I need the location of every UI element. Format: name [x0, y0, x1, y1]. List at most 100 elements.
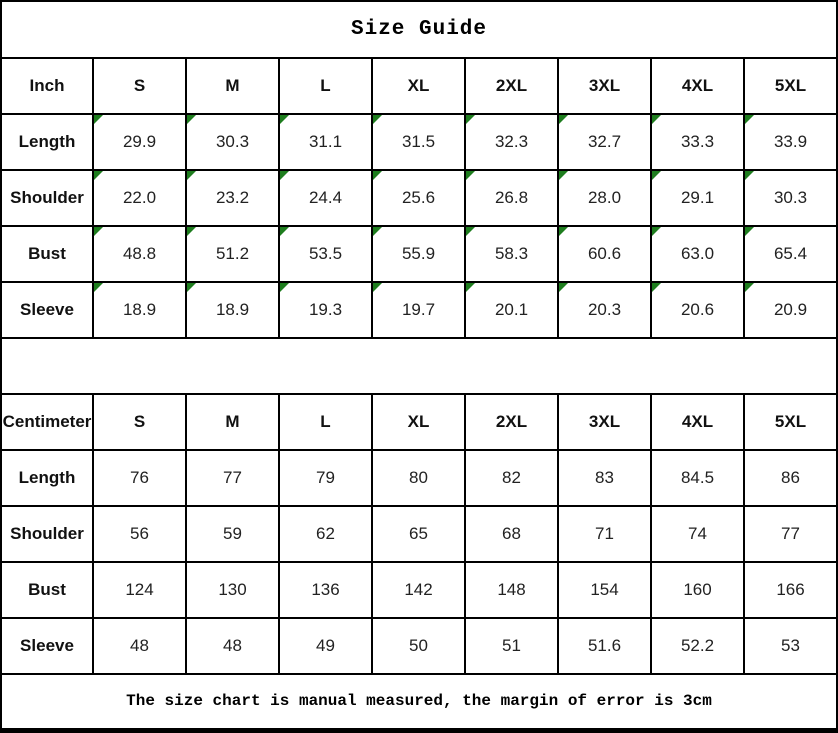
value-cell: 84.5 [650, 449, 745, 507]
value-cell: 79 [278, 449, 373, 507]
value-cell: 82 [464, 449, 559, 507]
row-label-centimeter-shoulder: Shoulder [0, 505, 94, 563]
cell-corner-marker-icon [95, 172, 103, 180]
size-header-inch-s: S [92, 57, 187, 115]
cell-corner-marker-icon [560, 284, 568, 292]
cell-corner-marker-icon [374, 172, 382, 180]
value-cell: 58.3 [464, 225, 559, 283]
value-cell: 62 [278, 505, 373, 563]
value-cell: 59 [185, 505, 280, 563]
value-cell: 29.9 [92, 113, 187, 171]
value-cell: 124 [92, 561, 187, 619]
cell-corner-marker-icon [653, 284, 661, 292]
size-header-row-inch: Inch S M L XL 2XL 3XL 4XL 5XL [0, 57, 838, 115]
cell-corner-marker-icon [281, 116, 289, 124]
value-cell: 51 [464, 617, 559, 675]
value-cell: 76 [92, 449, 187, 507]
cell-corner-marker-icon [281, 228, 289, 236]
table-row-centimeter-shoulder: Shoulder 56 59 62 65 68 71 74 77 [0, 505, 838, 563]
value-cell: 18.9 [92, 281, 187, 339]
value-cell: 53 [743, 617, 838, 675]
cell-corner-marker-icon [746, 116, 754, 124]
size-header-centimeter-s: S [92, 393, 187, 451]
value-cell: 55.9 [371, 225, 466, 283]
row-label-centimeter-length: Length [0, 449, 94, 507]
footer-note: The size chart is manual measured, the m… [0, 673, 838, 733]
value-cell: 31.5 [371, 113, 466, 171]
footer-row: The size chart is manual measured, the m… [0, 673, 838, 733]
value-cell: 20.6 [650, 281, 745, 339]
size-header-centimeter-2xl: 2XL [464, 393, 559, 451]
cell-corner-marker-icon [746, 172, 754, 180]
cell-corner-marker-icon [560, 228, 568, 236]
value-cell: 77 [185, 449, 280, 507]
value-cell: 53.5 [278, 225, 373, 283]
cell-corner-marker-icon [188, 284, 196, 292]
value-cell: 51.2 [185, 225, 280, 283]
row-label-centimeter-bust: Bust [0, 561, 94, 619]
size-header-centimeter-3xl: 3XL [557, 393, 652, 451]
table-row-inch-shoulder: Shoulder 22.0 23.2 24.4 25.6 26.8 28.0 29.1 30.3 [0, 169, 838, 227]
value-cell: 136 [278, 561, 373, 619]
value-cell: 71 [557, 505, 652, 563]
value-cell: 68 [464, 505, 559, 563]
cell-corner-marker-icon [95, 284, 103, 292]
value-cell: 148 [464, 561, 559, 619]
cell-corner-marker-icon [560, 116, 568, 124]
spacer-cell [0, 337, 838, 395]
value-cell: 48 [92, 617, 187, 675]
value-cell: 60.6 [557, 225, 652, 283]
value-cell: 24.4 [278, 169, 373, 227]
value-cell: 28.0 [557, 169, 652, 227]
value-cell: 48.8 [92, 225, 187, 283]
cell-corner-marker-icon [467, 284, 475, 292]
value-cell: 30.3 [185, 113, 280, 171]
cell-corner-marker-icon [653, 172, 661, 180]
row-label-inch-shoulder: Shoulder [0, 169, 94, 227]
cell-corner-marker-icon [467, 228, 475, 236]
value-cell: 80 [371, 449, 466, 507]
cell-corner-marker-icon [746, 284, 754, 292]
size-header-inch-m: M [185, 57, 280, 115]
size-header-inch-2xl: 2XL [464, 57, 559, 115]
value-cell: 29.1 [650, 169, 745, 227]
row-label-inch-bust: Bust [0, 225, 94, 283]
value-cell: 83 [557, 449, 652, 507]
value-cell: 31.1 [278, 113, 373, 171]
value-cell: 52.2 [650, 617, 745, 675]
value-cell: 32.3 [464, 113, 559, 171]
table-row-inch-bust: Bust 48.8 51.2 53.5 55.9 58.3 60.6 63.0 65.4 [0, 225, 838, 283]
cell-corner-marker-icon [746, 228, 754, 236]
value-cell: 32.7 [557, 113, 652, 171]
page-title: Size Guide [0, 0, 838, 59]
value-cell: 56 [92, 505, 187, 563]
cell-corner-marker-icon [188, 228, 196, 236]
row-label-centimeter-sleeve: Sleeve [0, 617, 94, 675]
cell-corner-marker-icon [188, 116, 196, 124]
value-cell: 154 [557, 561, 652, 619]
value-cell: 166 [743, 561, 838, 619]
size-header-centimeter-m: M [185, 393, 280, 451]
unit-header-inch: Inch [0, 57, 94, 115]
title-row: Size Guide [0, 0, 838, 59]
size-header-inch-l: L [278, 57, 373, 115]
row-label-inch-length: Length [0, 113, 94, 171]
value-cell: 19.7 [371, 281, 466, 339]
table-row-centimeter-sleeve: Sleeve 48 48 49 50 51 51.6 52.2 53 [0, 617, 838, 675]
size-header-inch-5xl: 5XL [743, 57, 838, 115]
value-cell: 33.9 [743, 113, 838, 171]
cell-corner-marker-icon [374, 228, 382, 236]
cell-corner-marker-icon [467, 172, 475, 180]
value-cell: 65 [371, 505, 466, 563]
spacer-row [0, 337, 838, 395]
cell-corner-marker-icon [374, 284, 382, 292]
cell-corner-marker-icon [467, 116, 475, 124]
value-cell: 18.9 [185, 281, 280, 339]
value-cell: 65.4 [743, 225, 838, 283]
cell-corner-marker-icon [653, 228, 661, 236]
value-cell: 86 [743, 449, 838, 507]
table-row-centimeter-bust: Bust 124 130 136 142 148 154 160 166 [0, 561, 838, 619]
size-header-inch-4xl: 4XL [650, 57, 745, 115]
